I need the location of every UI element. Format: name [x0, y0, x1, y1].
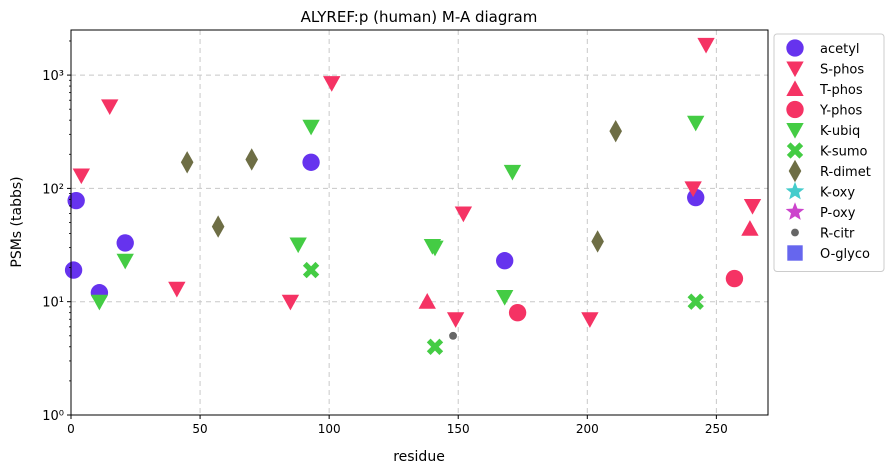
point-K-ubiq-7 [503, 164, 522, 181]
legend-marker-R-citr [791, 228, 799, 237]
legend-label-K-sumo: K-sumo [820, 145, 868, 160]
point-S-phos-7 [581, 312, 599, 328]
y-axis: 10⁰ 10¹ 10² 10³ [42, 40, 71, 424]
point-R-citr-0 [449, 331, 457, 340]
point-acetyl-0 [64, 261, 83, 279]
point-K-ubiq-5 [426, 240, 444, 257]
point-S-phos-1 [101, 99, 119, 116]
legend-marker-R-dimet [788, 159, 802, 183]
point-S-phos-10 [743, 198, 762, 215]
x-axis: 0 50 100 150 200 250 [67, 415, 728, 436]
point-S-phos-9 [697, 37, 715, 54]
point-Y-phos-1 [725, 269, 744, 288]
y-tick-label-2: 10² [42, 182, 64, 197]
legend-label-acetyl: acetyl [820, 42, 860, 57]
point-K-sumo-0 [302, 261, 320, 279]
point-K-ubiq-6 [496, 290, 514, 306]
point-S-phos-2 [168, 281, 186, 298]
x-axis-label: residue [393, 449, 445, 465]
point-acetyl-3 [116, 234, 134, 252]
x-tick-label-1: 50 [192, 422, 207, 436]
x-tick-label-3: 150 [447, 422, 470, 436]
legend-label-O-glyco: O-glyco [820, 247, 870, 262]
point-T-phos-1 [741, 220, 759, 236]
point-R-dimet-1 [211, 215, 225, 238]
point-S-phos-5 [446, 312, 465, 328]
legend: acetyl S-phos T-phos Y-phos K-ubiq K-sumo R-di… [773, 33, 885, 272]
x-tick-label-0: 0 [67, 422, 75, 436]
legend-label-T-phos: T-phos [819, 83, 863, 98]
y-tick-label-0: 10⁰ [42, 409, 64, 424]
point-K-ubiq-8 [687, 115, 705, 132]
point-Y-phos-0 [508, 303, 527, 322]
legend-marker-K-sumo [786, 142, 804, 159]
point-K-ubiq-1 [116, 253, 134, 270]
legend-marker-K-ubiq [786, 123, 804, 139]
y-tick-label-3: 10³ [42, 69, 64, 84]
legend-marker-S-phos [786, 61, 804, 78]
point-acetyl-1 [67, 191, 85, 210]
point-K-sumo-1 [426, 338, 444, 355]
legend-marker-K-oxy [785, 181, 805, 200]
point-R-dimet-3 [591, 230, 604, 253]
point-R-dimet-0 [180, 151, 194, 174]
point-T-phos-0 [418, 293, 436, 309]
plot-frame [70, 29, 769, 416]
point-acetyl-5 [496, 252, 514, 270]
legend-marker-O-glyco [787, 245, 803, 261]
x-tick-label-2: 100 [318, 422, 341, 436]
legend-label-R-citr: R-citr [820, 227, 855, 242]
legend-label-S-phos: S-phos [820, 63, 864, 78]
point-S-phos-4 [323, 76, 341, 92]
point-K-ubiq-0 [90, 294, 109, 311]
legend-marker-Y-phos [786, 100, 804, 119]
grid [71, 30, 768, 415]
point-acetyl-4 [302, 153, 320, 171]
point-R-dimet-4 [609, 119, 622, 143]
point-S-phos-6 [454, 206, 473, 223]
legend-marker-P-oxy [785, 202, 805, 220]
point-S-phos-8 [684, 181, 702, 198]
legend-marker-acetyl [786, 39, 804, 57]
data-points [64, 37, 762, 355]
point-S-phos-3 [281, 294, 300, 311]
legend-label-P-oxy: P-oxy [820, 206, 856, 221]
point-S-phos-0 [72, 168, 91, 185]
x-tick-label-5: 250 [705, 422, 728, 436]
legend-label-Y-phos: Y-phos [819, 104, 863, 119]
point-K-sumo-2 [687, 293, 704, 310]
y-tick-label-1: 10¹ [42, 296, 64, 311]
point-R-dimet-2 [245, 148, 259, 171]
point-K-ubiq-3 [302, 119, 320, 136]
legend-label-R-dimet: R-dimet [820, 165, 871, 180]
point-K-ubiq-2 [289, 237, 307, 254]
legend-marker-T-phos [786, 80, 804, 96]
x-tick-label-4: 200 [576, 422, 599, 436]
y-axis-label: PSMs (tabbs) [9, 176, 25, 267]
chart-title: ALYREF:p (human) M-A diagram [301, 8, 538, 26]
legend-label-K-ubiq: K-ubiq [820, 124, 860, 139]
legend-label-K-oxy: K-oxy [820, 186, 855, 201]
